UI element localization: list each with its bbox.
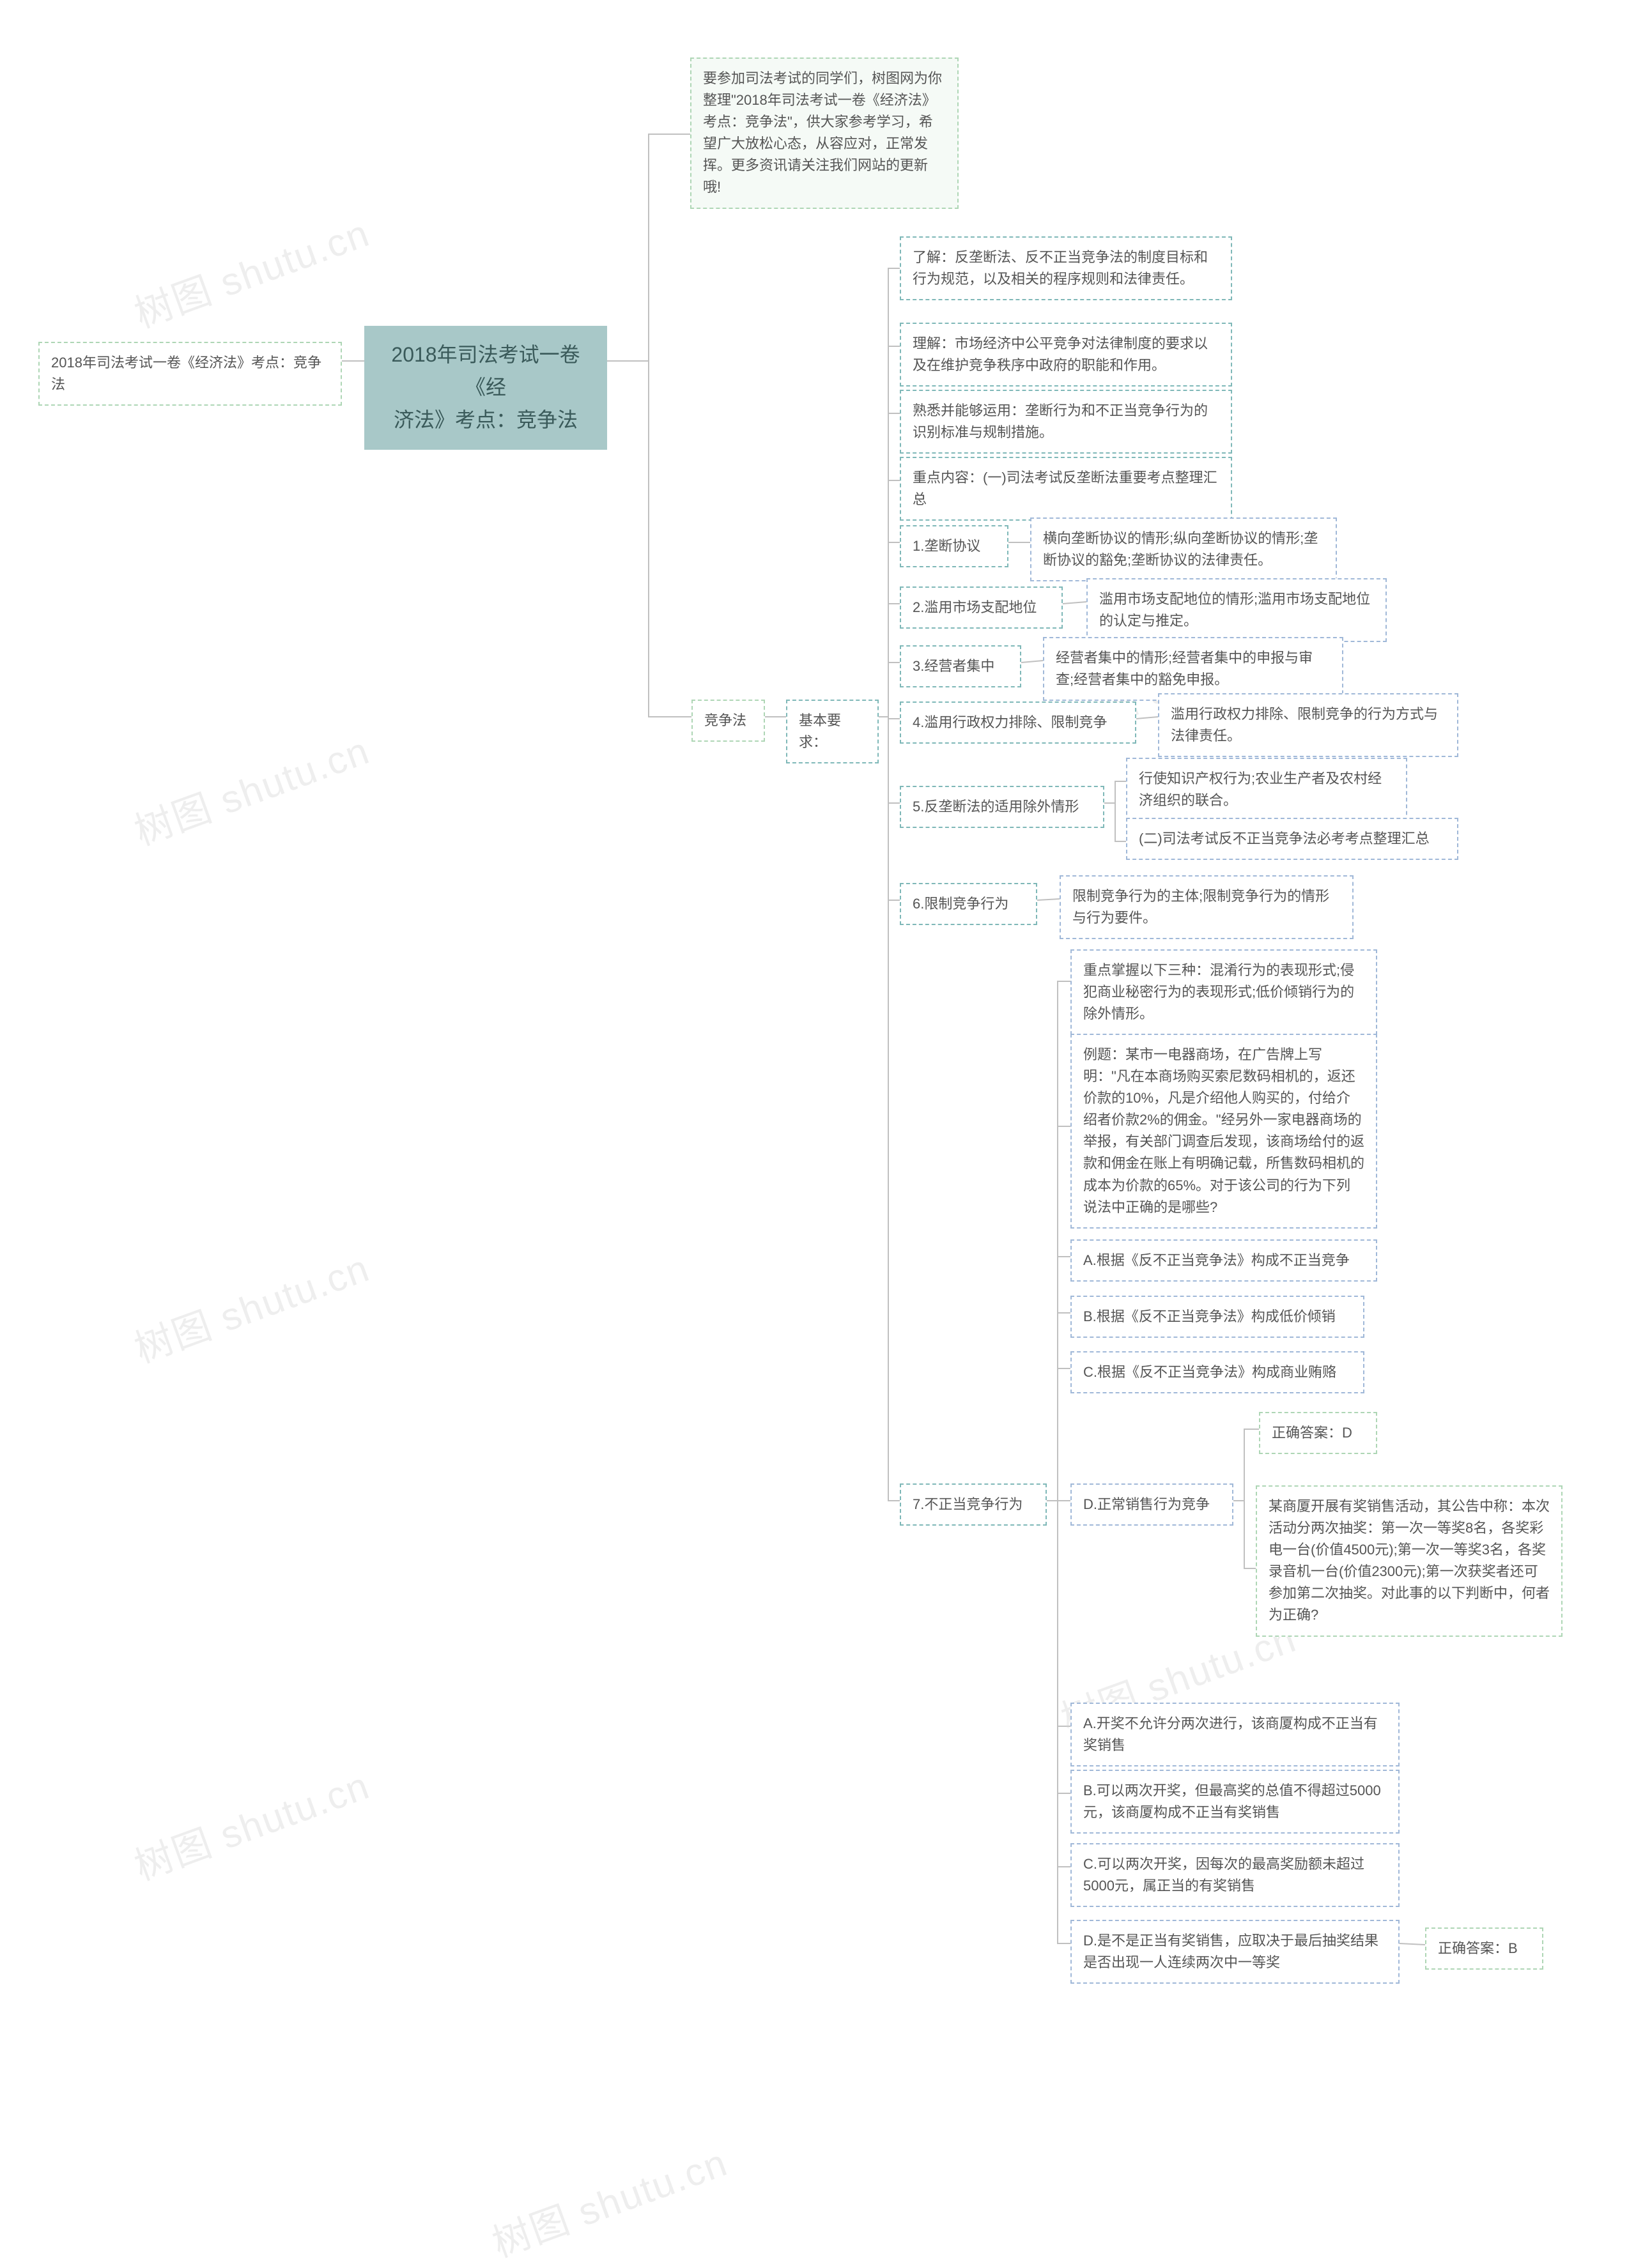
- intro-node: 要参加司法考试的同学们，树图网为你整理"2018年司法考试一卷《经济法》考点：竞…: [690, 57, 959, 209]
- l4-node-10: B.根据《反不正当竞争法》构成低价倾销: [1070, 1296, 1364, 1338]
- l3-node-10: 7.不正当竞争行为: [900, 1483, 1047, 1526]
- connectors: [0, 0, 1636, 2246]
- watermark: 树图 shutu.cn: [126, 203, 376, 339]
- l5-node-2: 正确答案：B: [1425, 1927, 1543, 1970]
- l4-text: 横向垄断协议的情形;纵向垄断协议的情形;垄断协议的豁免;垄断协议的法律责任。: [1043, 530, 1318, 568]
- l4-text: 重点掌握以下三种：混淆行为的表现形式;侵犯商业秘密行为的表现形式;低价倾销行为的…: [1083, 962, 1354, 1022]
- l4-node-12: D.正常销售行为竞争: [1070, 1483, 1233, 1526]
- l3-text: 3.经营者集中: [913, 658, 994, 674]
- l4-node-1: 滥用市场支配地位的情形;滥用市场支配地位的认定与推定。: [1086, 578, 1387, 642]
- l3-text: 1.垄断协议: [913, 538, 980, 554]
- root-node: 2018年司法考试一卷《经 济法》考点：竞争法: [364, 326, 607, 450]
- l4-node-11: C.根据《反不正当竞争法》构成商业贿赂: [1070, 1351, 1364, 1393]
- l3-node-1: 理解：市场经济中公平竞争对法律制度的要求以及在维护竞争秩序中政府的职能和作用。: [900, 323, 1232, 387]
- l5-node-1: 某商厦开展有奖销售活动，其公告中称：本次活动分两次抽奖：第一次一等奖8名，各奖彩…: [1256, 1485, 1563, 1637]
- root-title: 2018年司法考试一卷《经 济法》考点：竞争法: [391, 343, 580, 431]
- l4-node-15: C.可以两次开奖，因每次的最高奖励额未超过5000元，属正当的有奖销售: [1070, 1843, 1400, 1907]
- l4-text: A.根据《反不正当竞争法》构成不正当竞争: [1083, 1252, 1350, 1268]
- l4-text: 限制竞争行为的主体;限制竞争行为的情形与行为要件。: [1072, 888, 1329, 926]
- l4-text: 滥用市场支配地位的情形;滥用市场支配地位的认定与推定。: [1099, 591, 1370, 629]
- l5-text: 正确答案：D: [1272, 1425, 1352, 1441]
- l3-node-0: 了解：反垄断法、反不正当竞争法的制度目标和行为规范，以及相关的程序规则和法律责任…: [900, 236, 1232, 300]
- l3-node-6: 3.经营者集中: [900, 645, 1021, 687]
- l5-text: 某商厦开展有奖销售活动，其公告中称：本次活动分两次抽奖：第一次一等奖8名，各奖彩…: [1269, 1498, 1550, 1623]
- l4-text: A.开奖不允许分两次进行，该商厦构成不正当有奖销售: [1083, 1715, 1378, 1753]
- l4-node-7: 重点掌握以下三种：混淆行为的表现形式;侵犯商业秘密行为的表现形式;低价倾销行为的…: [1070, 949, 1377, 1035]
- l4-node-16: D.是不是正当有奖销售，应取决于最后抽奖结果是否出现一人连续两次中一等奖: [1070, 1920, 1400, 1984]
- l4-node-2: 经营者集中的情形;经营者集中的申报与审查;经营者集中的豁免申报。: [1043, 637, 1343, 701]
- l3-text: 6.限制竞争行为: [913, 896, 1008, 912]
- l3-text: 4.滥用行政权力排除、限制竞争: [913, 714, 1107, 730]
- l4-node-5: (二)司法考试反不正当竞争法必考考点整理汇总: [1126, 818, 1458, 860]
- l3-text: 理解：市场经济中公平竞争对法律制度的要求以及在维护竞争秩序中政府的职能和作用。: [913, 335, 1208, 373]
- l4-node-14: B.可以两次开奖，但最高奖的总值不得超过5000元，该商厦构成不正当有奖销售: [1070, 1770, 1400, 1834]
- l3-text: 熟悉并能够运用：垄断行为和不正当竞争行为的识别标准与规制措施。: [913, 402, 1208, 440]
- l4-text: D.是不是正当有奖销售，应取决于最后抽奖结果是否出现一人连续两次中一等奖: [1083, 1933, 1378, 1970]
- watermark: 树图 shutu.cn: [484, 2132, 734, 2268]
- l4-node-13: A.开奖不允许分两次进行，该商厦构成不正当有奖销售: [1070, 1703, 1400, 1766]
- l4-text: C.根据《反不正当竞争法》构成商业贿赂: [1083, 1364, 1336, 1380]
- l3-node-3: 重点内容：(一)司法考试反垄断法重要考点整理汇总: [900, 457, 1232, 521]
- l4-text: 例题：某市一电器商场，在广告牌上写明："凡在本商场购买索尼数码相机的，返还价款的…: [1083, 1046, 1364, 1215]
- l4-node-6: 限制竞争行为的主体;限制竞争行为的情形与行为要件。: [1060, 875, 1354, 939]
- l4-text: B.根据《反不正当竞争法》构成低价倾销: [1083, 1308, 1336, 1324]
- l3-text: 7.不正当竞争行为: [913, 1496, 1022, 1512]
- left-summary-node: 2018年司法考试一卷《经济法》考点：竞争法: [38, 342, 342, 406]
- l3-node-9: 6.限制竞争行为: [900, 883, 1037, 925]
- l4-text: C.可以两次开奖，因每次的最高奖励额未超过5000元，属正当的有奖销售: [1083, 1856, 1364, 1894]
- l3-text: 重点内容：(一)司法考试反垄断法重要考点整理汇总: [913, 470, 1217, 507]
- l3-node-5: 2.滥用市场支配地位: [900, 586, 1063, 629]
- l4-text: (二)司法考试反不正当竞争法必考考点整理汇总: [1139, 831, 1430, 847]
- l5-text: 正确答案：B: [1438, 1940, 1518, 1956]
- l4-text: B.可以两次开奖，但最高奖的总值不得超过5000元，该商厦构成不正当有奖销售: [1083, 1782, 1381, 1820]
- l3-node-4: 1.垄断协议: [900, 525, 1008, 567]
- l4-node-0: 横向垄断协议的情形;纵向垄断协议的情形;垄断协议的豁免;垄断协议的法律责任。: [1030, 517, 1337, 581]
- l4-text: D.正常销售行为竞争: [1083, 1496, 1210, 1512]
- watermark: 树图 shutu.cn: [126, 720, 376, 857]
- left-summary-text: 2018年司法考试一卷《经济法》考点：竞争法: [51, 355, 321, 392]
- l4-text: 经营者集中的情形;经营者集中的申报与审查;经营者集中的豁免申报。: [1056, 650, 1313, 687]
- l3-node-7: 4.滥用行政权力排除、限制竞争: [900, 701, 1136, 744]
- l4-node-8: 例题：某市一电器商场，在广告牌上写明："凡在本商场购买索尼数码相机的，返还价款的…: [1070, 1034, 1377, 1229]
- competition-law-label: 竞争法: [704, 712, 746, 728]
- l3-node-2: 熟悉并能够运用：垄断行为和不正当竞争行为的识别标准与规制措施。: [900, 390, 1232, 454]
- l3-text: 2.滥用市场支配地位: [913, 599, 1037, 615]
- watermark: 树图 shutu.cn: [126, 1237, 376, 1374]
- l4-node-9: A.根据《反不正当竞争法》构成不正当竞争: [1070, 1239, 1377, 1282]
- intro-text: 要参加司法考试的同学们，树图网为你整理"2018年司法考试一卷《经济法》考点：竞…: [703, 70, 942, 195]
- l3-text: 了解：反垄断法、反不正当竞争法的制度目标和行为规范，以及相关的程序规则和法律责任…: [913, 249, 1208, 287]
- watermark: 树图 shutu.cn: [126, 1755, 376, 1892]
- l3-text: 5.反垄断法的适用除外情形: [913, 799, 1079, 815]
- competition-law-node: 竞争法: [691, 700, 765, 742]
- l4-text: 滥用行政权力排除、限制竞争的行为方式与法律责任。: [1171, 706, 1438, 744]
- l4-node-3: 滥用行政权力排除、限制竞争的行为方式与法律责任。: [1158, 693, 1458, 757]
- l4-node-4: 行使知识产权行为;农业生产者及农村经济组织的联合。: [1126, 758, 1407, 822]
- l3-node-8: 5.反垄断法的适用除外情形: [900, 786, 1104, 828]
- l5-node-0: 正确答案：D: [1259, 1412, 1377, 1454]
- basic-req-node: 基本要求：: [786, 700, 879, 763]
- l4-text: 行使知识产权行为;农业生产者及农村经济组织的联合。: [1139, 770, 1382, 808]
- basic-req-label: 基本要求：: [799, 712, 841, 750]
